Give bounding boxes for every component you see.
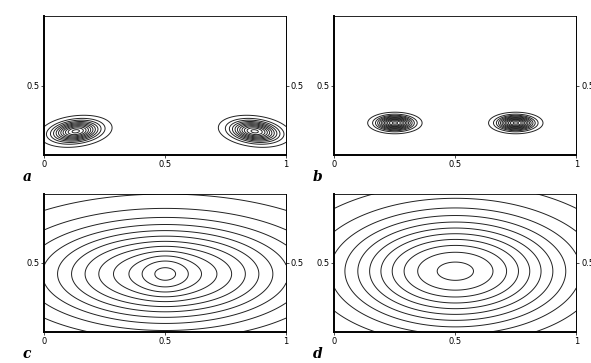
Text: b: b [313, 170, 323, 184]
Text: a: a [22, 170, 31, 184]
Text: c: c [22, 347, 31, 362]
Text: d: d [313, 347, 323, 362]
